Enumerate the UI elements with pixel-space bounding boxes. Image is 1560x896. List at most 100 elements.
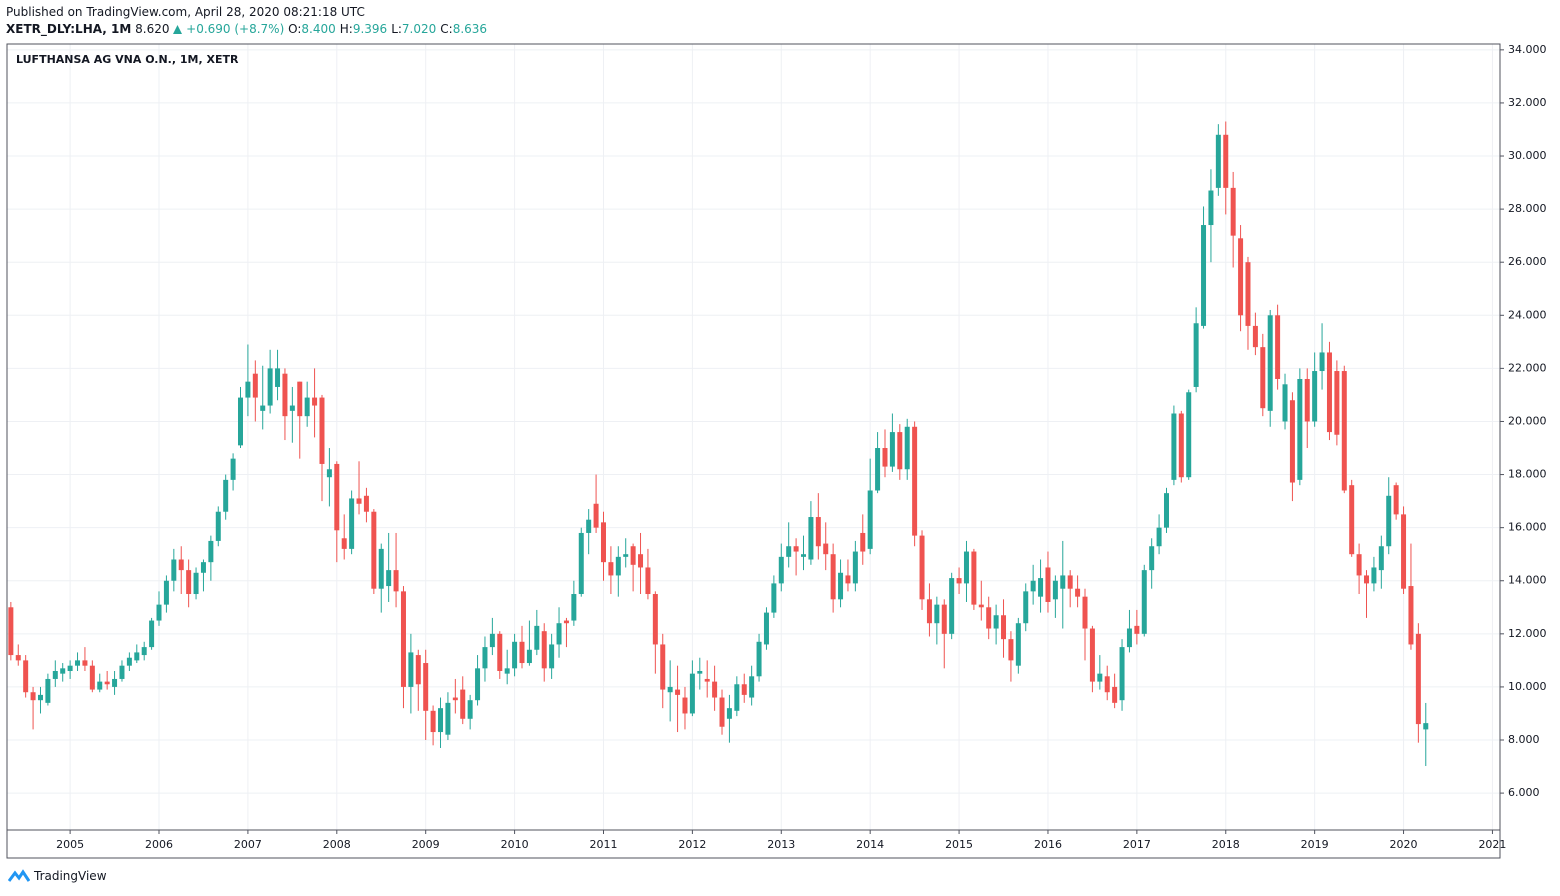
- candle-body: [60, 668, 66, 674]
- candle-body: [75, 660, 81, 666]
- candle-body: [1097, 673, 1103, 682]
- y-tick-label: 12.000: [1508, 627, 1547, 640]
- y-tick-label: 18.000: [1508, 468, 1547, 481]
- candle-body: [393, 570, 399, 592]
- candle-body: [1319, 352, 1325, 372]
- y-tick-label: 6.000: [1508, 786, 1540, 799]
- candle-body: [30, 692, 36, 701]
- candle-body: [23, 660, 29, 693]
- price-change: +0.690 (+8.7%): [186, 22, 285, 36]
- candle-body: [971, 551, 977, 605]
- x-tick-label: 2012: [678, 838, 706, 851]
- candle-body: [978, 604, 984, 608]
- candle-body: [312, 397, 318, 406]
- candle-body: [134, 652, 140, 661]
- symbol: XETR_DLY:LHA, 1M: [6, 22, 132, 36]
- candle-body: [186, 570, 192, 595]
- candle-body: [615, 556, 621, 576]
- candle-body: [786, 546, 792, 557]
- candle-body: [482, 647, 488, 669]
- candle-body: [1282, 384, 1288, 422]
- candle-body: [1334, 371, 1340, 435]
- candle-body: [519, 641, 525, 664]
- candle-body: [215, 511, 221, 541]
- candle-body: [82, 660, 88, 666]
- candle-body: [571, 594, 577, 621]
- candle-body: [704, 678, 710, 682]
- candle-body: [549, 644, 555, 669]
- candle-body: [1089, 628, 1095, 682]
- y-tick-label: 8.000: [1508, 733, 1540, 746]
- y-tick-label: 20.000: [1508, 414, 1547, 427]
- candle-body: [763, 612, 769, 645]
- candle-body: [489, 633, 495, 648]
- candle-body: [801, 554, 807, 557]
- y-tick-label: 22.000: [1508, 361, 1547, 374]
- candle-body: [926, 599, 932, 624]
- x-tick-label: 2019: [1301, 838, 1329, 851]
- candle-body: [1149, 546, 1155, 571]
- candle-body: [808, 517, 814, 560]
- candle-body: [1141, 570, 1147, 634]
- candle-body: [171, 559, 177, 581]
- candle-body: [386, 570, 392, 587]
- candle-body: [400, 591, 406, 687]
- x-tick-label: 2007: [234, 838, 262, 851]
- ohlc-value: 9.396: [352, 22, 388, 36]
- candle-body: [304, 397, 310, 417]
- brand: TradingView: [34, 869, 107, 883]
- candle-body: [289, 405, 295, 411]
- candle-body: [1252, 325, 1258, 348]
- candle-body: [1082, 596, 1088, 629]
- candle-body: [408, 652, 414, 687]
- candle-body: [860, 532, 866, 552]
- candle-body: [512, 641, 518, 669]
- candle-body: [1215, 134, 1221, 188]
- candle-body: [1060, 575, 1066, 589]
- brand-logo: [8, 869, 30, 882]
- candle-body: [1023, 591, 1029, 624]
- candle-body: [1326, 352, 1332, 433]
- candle-body: [245, 381, 251, 398]
- candle-body: [1038, 578, 1044, 597]
- candle-body: [319, 397, 325, 464]
- candle-body: [667, 686, 673, 693]
- candle-body: [1393, 485, 1399, 515]
- candle-body: [149, 620, 155, 648]
- symbol-line: XETR_DLY:LHA, 1M 8.620 +0.690 (+8.7%) O:…: [6, 22, 487, 36]
- candle-body: [1401, 514, 1407, 589]
- candle-body: [934, 604, 940, 624]
- published-line: Published on TradingView.com, April 28, …: [6, 5, 365, 19]
- candle-body: [223, 479, 229, 512]
- candle-body: [749, 676, 755, 698]
- candle-body: [415, 655, 421, 685]
- candle-body: [326, 469, 332, 478]
- x-tick-label: 2005: [56, 838, 84, 851]
- y-tick-label: 32.000: [1508, 96, 1547, 109]
- candle-body: [1178, 413, 1184, 478]
- candle-body: [956, 578, 962, 584]
- candle-body: [163, 580, 169, 605]
- candle-body: [986, 607, 992, 629]
- candle-body: [334, 463, 340, 531]
- candle-body: [578, 532, 584, 595]
- candle-body: [423, 663, 429, 711]
- candle-body: [1008, 639, 1014, 661]
- ohlc-label: C:: [440, 22, 453, 36]
- candle-body: [675, 689, 681, 695]
- ohlc-value: 8.400: [301, 22, 336, 36]
- candle-body: [156, 604, 162, 621]
- x-tick-label: 2010: [501, 838, 529, 851]
- footer: TradingView: [8, 869, 107, 883]
- candle-body: [378, 548, 384, 589]
- candle-body: [1364, 575, 1370, 584]
- y-tick-label: 30.000: [1508, 149, 1547, 162]
- x-tick-label: 2015: [945, 838, 973, 851]
- candle-body: [682, 697, 688, 714]
- candle-body: [823, 543, 829, 555]
- candle-body: [830, 554, 836, 600]
- candle-body: [904, 426, 910, 470]
- candle-body: [526, 649, 532, 664]
- candle-body: [586, 519, 592, 533]
